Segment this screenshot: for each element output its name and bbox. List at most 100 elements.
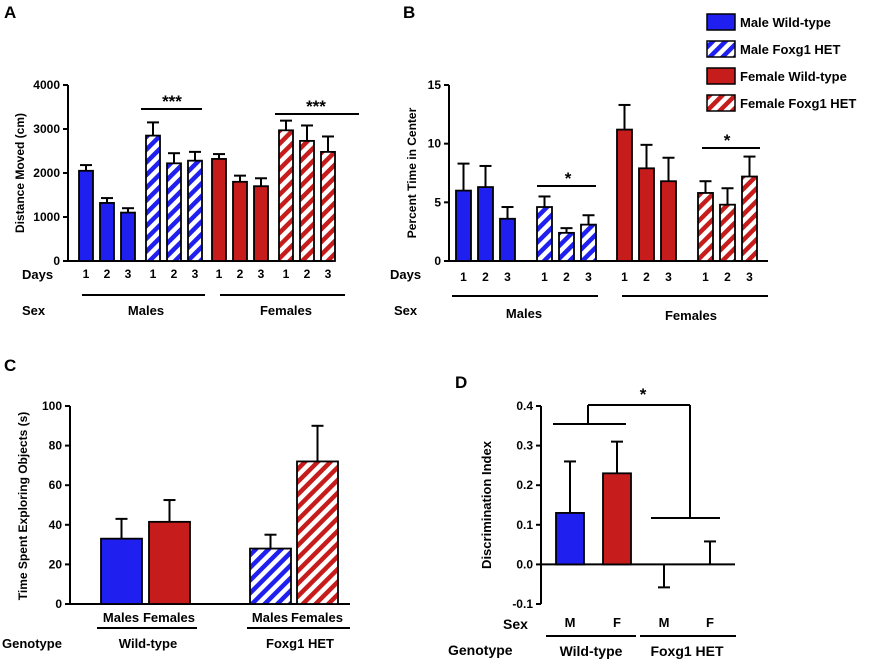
- panel-b-day-label: 2: [724, 270, 731, 284]
- panel-a-group-females: Females: [260, 303, 312, 318]
- panel-a-female-wild-type-day2-bar: [232, 180, 248, 262]
- panel-b-female-wild-type-day2-bar: [638, 167, 655, 262]
- panel-b-group-females: Females: [665, 308, 717, 323]
- panel-a-day-label: 3: [125, 267, 132, 281]
- panel-d-y-tick-label: 0.1: [516, 518, 533, 532]
- legend-label-male-foxg1-het: Male Foxg1 HET: [740, 42, 840, 57]
- panel-a-male-wild-type-day1-bar: [78, 169, 94, 262]
- panel-a-day-label: 3: [325, 267, 332, 281]
- panel-a-female-wild-type-day3-bar: [253, 185, 269, 262]
- panel-d-genotype-wild-type: Wild-type: [560, 643, 623, 659]
- legend-swatch-male-foxg1-het: [706, 40, 736, 58]
- panel-b-male-foxg1-het-day3-bar: [580, 223, 597, 262]
- panel-a-ylabel: Distance Moved (cm): [13, 113, 27, 233]
- panel-a-day-label: 3: [192, 267, 199, 281]
- panel-b-male-foxg1-het-day2-bar: [558, 231, 575, 262]
- panel-b-day-label: 3: [585, 270, 592, 284]
- panel-b-male-wild-type-day1-bar: [455, 189, 472, 262]
- panel-d-sig: *: [640, 385, 647, 404]
- panel-b-day-label: 2: [482, 270, 489, 284]
- panel-c-genotype-label: Genotype: [2, 636, 62, 651]
- panel-a-female-foxg1-het-day3-bar: [320, 150, 336, 262]
- panel-a-y-tick-label: 1000: [33, 210, 60, 224]
- panel-d-sex-category-label: F: [706, 615, 714, 630]
- panel-c-ylabel: Time Spent Exploring Objects (s): [16, 412, 30, 600]
- panel-d-y-tick-label: 0.0: [516, 557, 533, 571]
- panel-a-y-tick-label: 4000: [33, 78, 60, 92]
- panel-a-day-label: 1: [283, 267, 290, 281]
- legend-swatch-female-wild-type: [706, 67, 736, 85]
- panel-c-category-label: Males: [252, 610, 288, 625]
- panel-a-group-males: Males: [128, 303, 164, 318]
- panel-a-y-tick-label: 0: [53, 254, 60, 268]
- panel-c-category-label: Females: [291, 610, 343, 625]
- panel-letter-b: B: [403, 3, 415, 22]
- panel-d-y-tick-label: 0.4: [516, 399, 533, 413]
- panel-a-day-label: 2: [237, 267, 244, 281]
- panel-c-female-foxg1-het-bar: [296, 460, 339, 605]
- panel-b-day-label: 1: [460, 270, 467, 284]
- panel-d-male-wild-type-bar: [555, 512, 585, 566]
- panel-b-y-tick-label: 10: [428, 137, 442, 151]
- panel-d-sex-category-label: M: [659, 615, 670, 630]
- panel-b-male-wild-type-day2-bar: [477, 186, 494, 262]
- panel-b-sig-males: *: [565, 169, 572, 188]
- panel-c-genotype-foxg1-het: Foxg1 HET: [266, 636, 334, 651]
- panel-b-female-wild-type-day1-bar: [616, 128, 633, 262]
- panel-b-sex-label: Sex: [394, 303, 418, 318]
- panel-letter-c: C: [4, 356, 16, 375]
- panel-b-day-label: 3: [504, 270, 511, 284]
- panel-d-y-tick-label: -0.1: [512, 597, 533, 611]
- panel-d-sex-category-label: F: [613, 615, 621, 630]
- panel-c-y-tick-label: 0: [55, 597, 62, 611]
- panel-b-days-label: Days: [390, 267, 421, 282]
- panel-b-y-tick-label: 0: [434, 254, 441, 268]
- panel-b-female-wild-type-day3-bar: [660, 180, 677, 262]
- panel-b-y-tick-label: 5: [434, 195, 441, 209]
- panel-a-day-label: 1: [150, 267, 157, 281]
- panel-letter-a: A: [4, 3, 16, 22]
- panel-a-y-tick-label: 3000: [33, 122, 60, 136]
- panel-b-male-wild-type-day3-bar: [499, 217, 516, 262]
- panel-c-y-tick-label: 80: [49, 439, 63, 453]
- panel-b-day-label: 2: [563, 270, 570, 284]
- legend-label-female-wild-type: Female Wild-type: [740, 69, 847, 84]
- panel-d-genotype-foxg1-het: Foxg1 HET: [650, 643, 724, 659]
- panel-a-female-wild-type-day1-bar: [211, 158, 227, 262]
- panel-b-day-label: 1: [541, 270, 548, 284]
- panel-b-day-label: 1: [621, 270, 628, 284]
- panel-c-male-wild-type-bar: [100, 537, 143, 605]
- panel-d-y-tick-label: 0.2: [516, 478, 533, 492]
- panel-b-day-label: 3: [746, 270, 753, 284]
- legend-swatch-male-wild-type: [706, 13, 736, 31]
- panel-a-male-foxg1-het-day2-bar: [166, 162, 182, 262]
- panel-b-group-males: Males: [506, 306, 542, 321]
- panel-b-male-foxg1-het-day1-bar: [536, 206, 553, 262]
- panel-d-ylabel: Discrimination Index: [479, 440, 494, 569]
- panel-c-male-foxg1-het-bar: [249, 547, 292, 605]
- panel-b-sig-females: *: [724, 131, 731, 150]
- panel-c-category-label: Females: [143, 610, 195, 625]
- legend-label-male-wild-type: Male Wild-type: [740, 15, 831, 30]
- panel-b-day-label: 3: [665, 270, 672, 284]
- panel-c-y-tick-label: 20: [49, 557, 63, 571]
- panel-c-y-tick-label: 40: [49, 518, 63, 532]
- panel-b-female-foxg1-het-day3-bar: [741, 175, 758, 262]
- panel-d-genotype-label: Genotype: [448, 642, 513, 658]
- panel-a-days-label: Days: [22, 267, 53, 282]
- panel-a-day-label: 2: [171, 267, 178, 281]
- panel-d-y-tick-label: 0.3: [516, 439, 533, 453]
- panel-c-female-wild-type-bar: [148, 520, 191, 605]
- legend-label-female-foxg1-het: Female Foxg1 HET: [740, 96, 856, 111]
- panel-c-genotype-wild-type: Wild-type: [119, 636, 177, 651]
- panel-a-male-foxg1-het-day1-bar: [145, 134, 161, 262]
- panel-a-day-label: 2: [304, 267, 311, 281]
- panel-a-male-foxg1-het-day3-bar: [187, 159, 203, 262]
- panel-a-day-label: 1: [83, 267, 90, 281]
- panel-b-day-label: 1: [702, 270, 709, 284]
- panel-a-female-foxg1-het-day1-bar: [278, 129, 294, 262]
- panel-a-sig-males: ***: [162, 92, 182, 111]
- panel-c-y-tick-label: 60: [49, 478, 63, 492]
